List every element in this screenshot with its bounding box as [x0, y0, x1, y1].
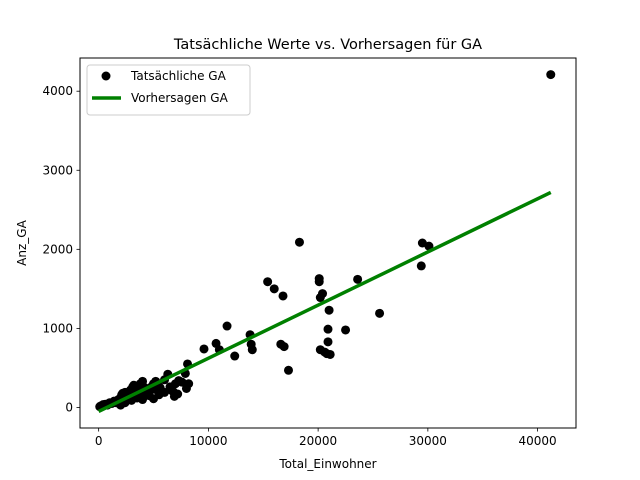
legend-label-vorhersagen: Vorhersagen GA	[131, 91, 229, 105]
data-point	[416, 261, 426, 271]
data-point	[324, 305, 334, 315]
x-tick-label: 20000	[299, 434, 337, 448]
data-point	[247, 345, 257, 355]
y-tick-label: 1000	[42, 321, 73, 335]
data-point	[279, 342, 289, 352]
x-axis: 0 10000 20000 30000 40000	[95, 428, 557, 448]
y-tick-label: 3000	[42, 163, 73, 177]
data-point	[353, 274, 363, 284]
data-point	[263, 277, 273, 287]
y-tick-label: 4000	[42, 84, 73, 98]
chart-title: Tatsächliche Werte vs. Vorhersagen für G…	[173, 37, 482, 53]
y-tick-label: 2000	[42, 242, 73, 256]
legend-label-tatsaechliche: Tatsächliche GA	[130, 69, 227, 83]
series-layer	[95, 70, 556, 413]
data-point	[199, 344, 209, 354]
data-point	[230, 351, 240, 361]
data-point	[181, 383, 191, 393]
legend-box	[86, 64, 251, 116]
data-point	[169, 391, 179, 401]
data-point	[294, 237, 304, 247]
x-axis-label: Total_Einwohner	[278, 457, 376, 471]
plot-frame	[79, 57, 577, 429]
y-tick-label: 0	[65, 400, 73, 414]
x-tick-label: 30000	[409, 434, 447, 448]
legend-marker-tatsaechliche	[101, 71, 111, 81]
data-point	[314, 277, 324, 287]
legend: Tatsächliche GA Vorhersagen GA	[86, 64, 251, 116]
x-tick-label: 10000	[189, 434, 227, 448]
data-point	[269, 284, 279, 294]
data-point	[375, 308, 385, 318]
y-axis: 0 1000 2000 3000 4000	[42, 84, 80, 414]
x-tick-label: 0	[95, 434, 103, 448]
data-point	[318, 289, 328, 299]
data-point	[325, 349, 335, 359]
data-point	[323, 337, 333, 347]
x-tick-label: 40000	[518, 434, 556, 448]
data-point	[278, 291, 288, 301]
data-point	[323, 324, 333, 334]
data-point	[546, 70, 556, 80]
data-point	[341, 325, 351, 335]
data-point	[283, 365, 293, 375]
prediction-line	[97, 190, 552, 413]
data-point	[222, 321, 232, 331]
plot-area: 0 10000 20000 30000 40000 0 1000 2000 3000 4000	[42, 57, 577, 448]
y-axis-label: Anz_GA	[15, 219, 29, 265]
